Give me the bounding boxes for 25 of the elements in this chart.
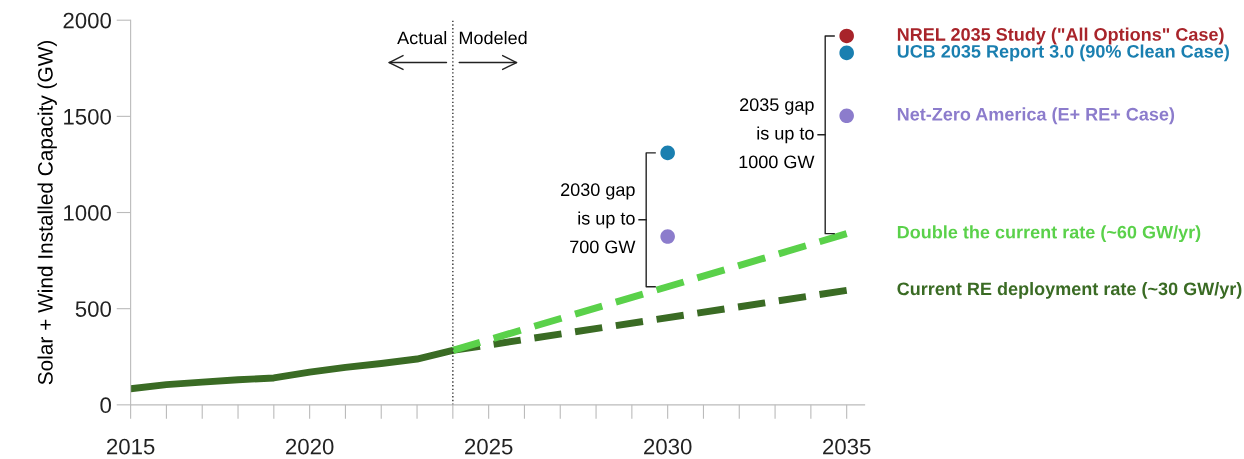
y-tick-label: 1000 (64, 205, 112, 221)
x-tick-label: 2015 (107, 438, 155, 455)
y-axis-title: Solar + Wind Installed Capacity (GW) (37, 41, 57, 385)
point (660, 145, 675, 161)
x-tick-label: 2025 (465, 438, 513, 455)
point (839, 108, 854, 124)
y-tick-label: 500 (75, 301, 111, 317)
x-tick-label: 2020 (286, 438, 334, 455)
text: NREL 2035 Study ("All Options" Case) (897, 27, 1224, 45)
y-tick-label: 1500 (64, 108, 112, 125)
text: Double the current rate (~60 GW/yr) (897, 225, 1201, 243)
text: UCB 2035 Report 3.0 (90% Clean Case) (897, 44, 1229, 62)
annotation: 2035 gap is up to 1000 GW (739, 98, 815, 169)
text: Net-Zero America (E+ RE+ Case) (897, 107, 1175, 125)
x-tick-label: 2035 (823, 438, 871, 455)
y-tick-label: 0 (100, 397, 111, 414)
annotation: 2030 gap is up to 700 GW (561, 183, 636, 254)
text: Current RE deployment rate (~30 GW/yr) (897, 281, 1242, 299)
point (660, 229, 675, 244)
point (839, 28, 854, 44)
annotation: Actual (397, 31, 447, 45)
x-tick-label: 2030 (644, 438, 692, 455)
y-tick-label: 2000 (63, 12, 112, 29)
annotation: Modeled (459, 31, 527, 45)
point (839, 45, 854, 61)
